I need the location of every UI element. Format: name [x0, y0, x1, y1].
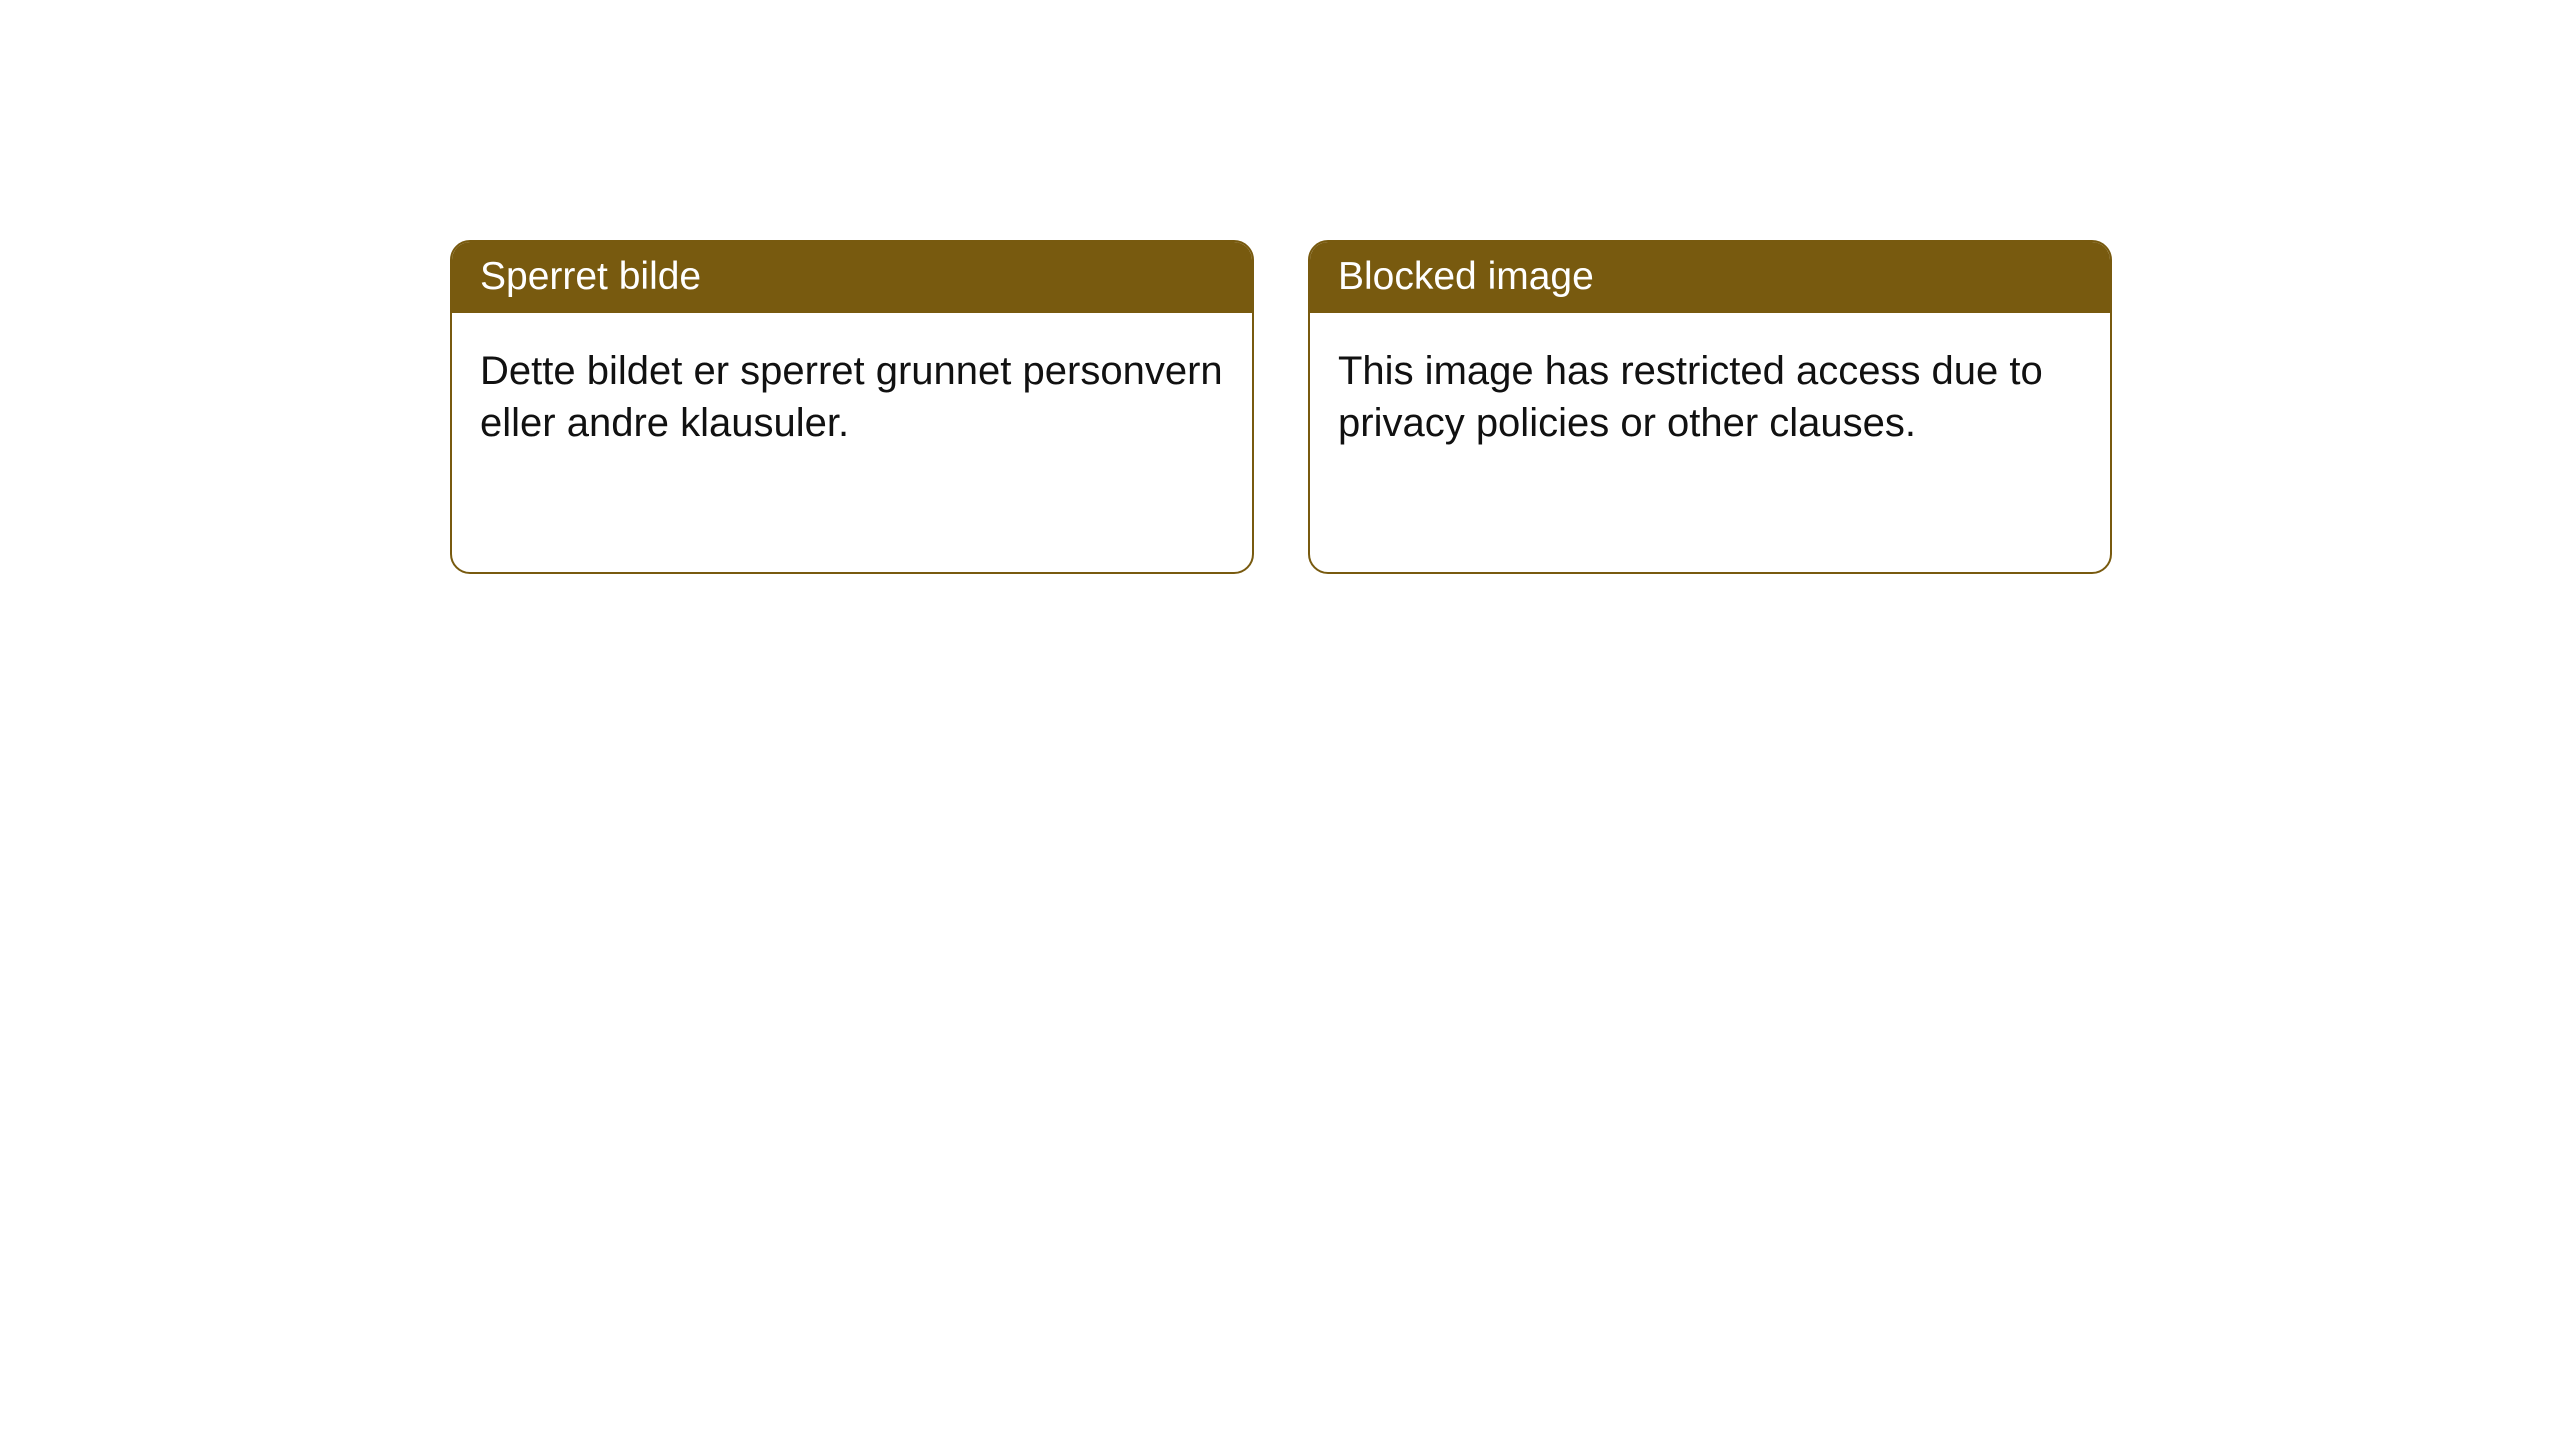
notice-card-body-no: Dette bildet er sperret grunnet personve…	[452, 313, 1252, 481]
notice-card-title-no: Sperret bilde	[452, 242, 1252, 313]
notice-card-en: Blocked image This image has restricted …	[1308, 240, 2112, 574]
notice-card-title-en: Blocked image	[1310, 242, 2110, 313]
notice-card-body-en: This image has restricted access due to …	[1310, 313, 2110, 481]
notice-card-no: Sperret bilde Dette bildet er sperret gr…	[450, 240, 1254, 574]
notice-container: Sperret bilde Dette bildet er sperret gr…	[0, 0, 2560, 574]
